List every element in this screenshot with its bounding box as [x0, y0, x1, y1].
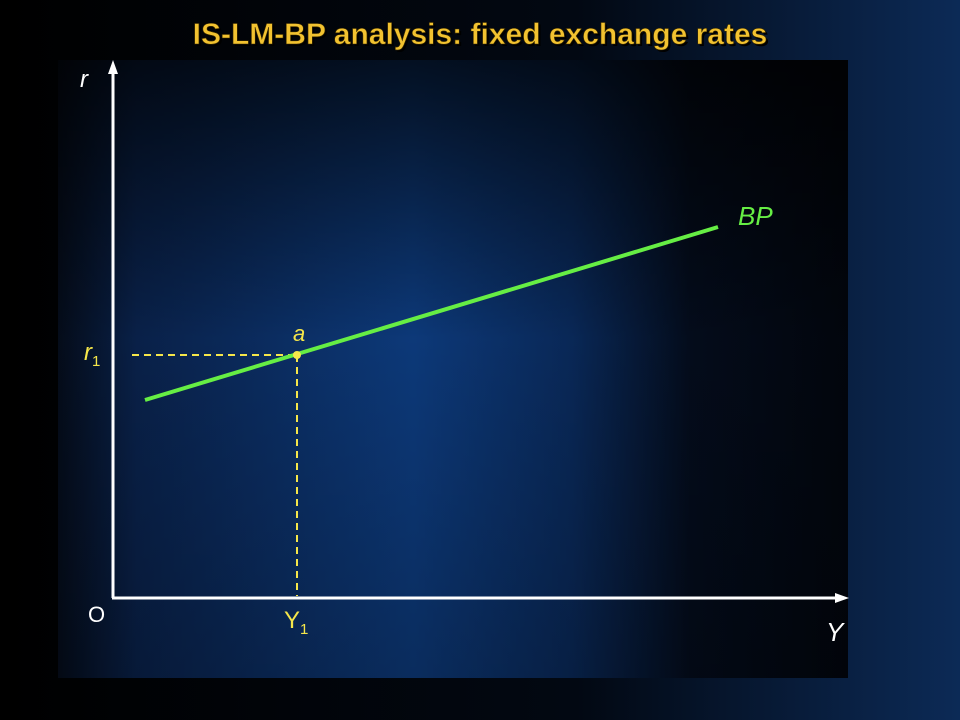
y-axis-arrow — [108, 60, 118, 74]
title-shadow: IS-LM-BP analysis: fixed exchange rates — [195, 20, 770, 53]
income-base: Y — [284, 607, 300, 634]
y-axis-label: r — [80, 66, 89, 93]
x-axis-label: Y — [826, 617, 845, 647]
equilibrium-point — [293, 351, 301, 359]
panel-shade — [58, 60, 848, 678]
income-label: Y1 — [284, 607, 308, 638]
point-label: a — [293, 321, 305, 346]
income-sub: 1 — [300, 621, 308, 638]
title: IS-LM-BP analysis: fixed exchange rates — [193, 18, 768, 51]
rate-base: r — [84, 339, 93, 366]
rate-sub: 1 — [92, 353, 100, 370]
bp-curve — [144, 225, 719, 402]
curve-label: BP — [738, 201, 773, 231]
x-axis-arrow — [835, 593, 849, 603]
rate-label: r1 — [84, 339, 100, 370]
origin-label: O — [88, 602, 105, 627]
